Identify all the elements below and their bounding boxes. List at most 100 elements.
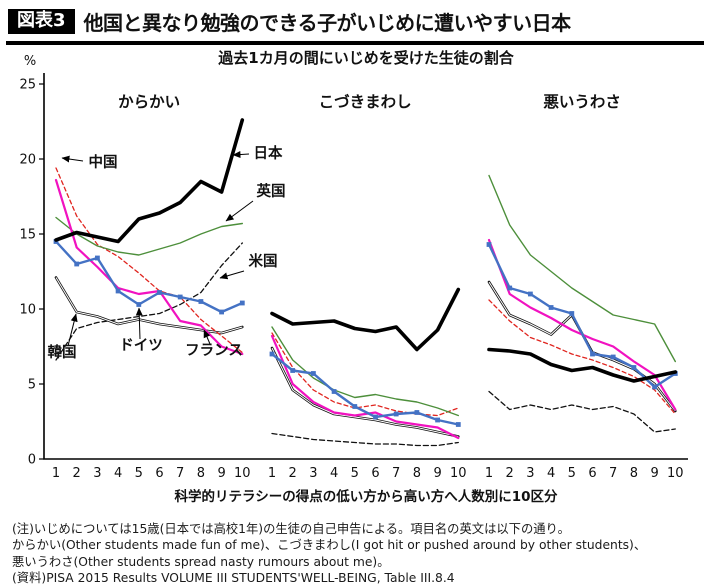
arrow-uk xyxy=(225,200,254,222)
note-line-1: (注)いじめについては15歳(日本では高校1年)の生徒の自己申告による。項目名の… xyxy=(12,522,570,536)
arrow-usa xyxy=(219,270,245,280)
x-tick-label: 9 xyxy=(217,466,225,481)
x-tick-label: 1 xyxy=(268,466,276,481)
line-china xyxy=(55,167,243,354)
line-japan xyxy=(54,118,245,244)
country-label-germany: ドイツ xyxy=(119,338,163,354)
header-rule xyxy=(6,41,704,45)
arrow-germany xyxy=(135,307,143,340)
header: 図表3 他国と異なり勉強のできる子がいじめに遭いやすい日本 xyxy=(0,0,710,41)
line-germany xyxy=(270,352,460,426)
line-korea-inner xyxy=(55,277,243,334)
panel-label: 悪いうわさ xyxy=(543,93,621,111)
axes xyxy=(43,73,688,460)
y-tick-label: 15 xyxy=(19,228,36,243)
line-korea-inner xyxy=(488,281,676,412)
marker-germany xyxy=(290,368,296,373)
x-tick-label: 4 xyxy=(114,466,122,481)
x-tick-label: 6 xyxy=(588,466,596,481)
marker-germany xyxy=(548,305,554,310)
line-uk xyxy=(488,174,676,363)
x-tick-label: 9 xyxy=(433,466,441,481)
country-label-france: フランス xyxy=(185,343,243,359)
marker-germany xyxy=(311,371,316,376)
x-tick-label: 3 xyxy=(526,466,534,481)
panel-label: からかい xyxy=(118,93,180,111)
y-tick-label: 20 xyxy=(19,153,36,168)
page-title: 他国と異なり勉強のできる子がいじめに遭いやすい日本 xyxy=(83,11,572,35)
chart-title: 過去1カ月の間にいじめを受けた生徒の割合 xyxy=(217,49,514,67)
line-uk xyxy=(55,216,243,256)
x-tick-label: 7 xyxy=(176,466,184,481)
note-line-2: からかい(Other students made fun of me)、こづきま… xyxy=(12,538,647,553)
line-korea-inner xyxy=(271,347,459,437)
line-france xyxy=(270,334,460,440)
marker-germany xyxy=(198,299,204,304)
line-japan xyxy=(270,287,461,352)
marker-germany xyxy=(269,351,275,357)
line-korea xyxy=(270,346,460,438)
country-label-china: 中国 xyxy=(89,153,118,171)
country-label-usa: 米国 xyxy=(249,252,278,270)
marker-germany xyxy=(373,414,378,420)
x-tick-label: 4 xyxy=(547,466,555,481)
marker-germany xyxy=(219,309,224,315)
marker-germany xyxy=(115,288,121,294)
marker-germany xyxy=(239,300,245,306)
x-tick-label: 4 xyxy=(330,466,338,481)
x-tick-label: 1 xyxy=(485,466,493,481)
x-tick-label: 2 xyxy=(73,466,81,481)
x-tick-label: 3 xyxy=(309,466,317,481)
marker-germany xyxy=(507,285,513,291)
marker-germany xyxy=(157,290,162,295)
x-tick-label: 10 xyxy=(667,466,684,481)
chart-container: 0 5 10 15 20 25% 過去1カ月の間にいじめを受けた生徒の割合 科学的リテラシーの… xyxy=(0,45,710,517)
line-germany xyxy=(54,240,244,314)
marker-germany xyxy=(177,294,183,300)
line-korea xyxy=(487,280,677,413)
marker-germany xyxy=(393,411,399,417)
x-tick-label: 6 xyxy=(155,466,163,481)
marker-germany xyxy=(435,417,440,423)
source-line: (資料)PISA 2015 Results VOLUME III STUDENT… xyxy=(12,571,455,586)
marker-germany xyxy=(95,255,100,261)
x-tick-label: 2 xyxy=(506,466,514,481)
line-china xyxy=(271,332,459,417)
panel-label: こづきまわし xyxy=(319,93,412,111)
x-tick-label: 10 xyxy=(450,466,467,481)
marker-germany xyxy=(631,365,637,370)
x-tick-label: 2 xyxy=(289,466,297,481)
line-japan xyxy=(487,347,678,383)
country-label-korea: 韓国 xyxy=(48,343,77,361)
arrow-korea xyxy=(67,313,78,347)
notes: (注)いじめについては15歳(日本では高校1年)の生徒の自己申告による。項目名の… xyxy=(0,517,710,587)
x-tick-label: 5 xyxy=(135,466,143,481)
marker-germany xyxy=(455,422,461,427)
x-tick-label: 10 xyxy=(234,466,251,481)
line-france xyxy=(54,178,244,356)
x-tick-label: 5 xyxy=(568,466,576,481)
marker-germany xyxy=(652,384,657,390)
y-tick-label: 10 xyxy=(19,303,36,318)
line-germany xyxy=(487,243,677,389)
y-tick-label: 25 xyxy=(19,78,36,93)
x-tick-label: 6 xyxy=(371,466,379,481)
marker-germany xyxy=(331,389,337,394)
marker-germany xyxy=(352,404,358,409)
marker-germany xyxy=(590,351,595,357)
x-tick-label: 5 xyxy=(351,466,359,481)
line-usa xyxy=(488,390,676,433)
marker-germany xyxy=(414,410,420,415)
y-axis-unit: % xyxy=(24,54,36,69)
x-tick-label: 9 xyxy=(650,466,658,481)
x-tick-label: 8 xyxy=(413,466,421,481)
line-usa xyxy=(55,242,243,361)
marker-germany xyxy=(569,311,575,316)
line-china xyxy=(488,299,676,415)
note-line-3: 悪いうわさ(Other students spread nasty rumour… xyxy=(12,554,390,569)
x-tick-label: 3 xyxy=(93,466,101,481)
arrow-france xyxy=(203,329,211,345)
x-axis-label: 科学的リテラシーの得点の低い方から高い方へ人数別に10区分 xyxy=(174,488,558,505)
country-label-uk: 英国 xyxy=(257,182,286,200)
